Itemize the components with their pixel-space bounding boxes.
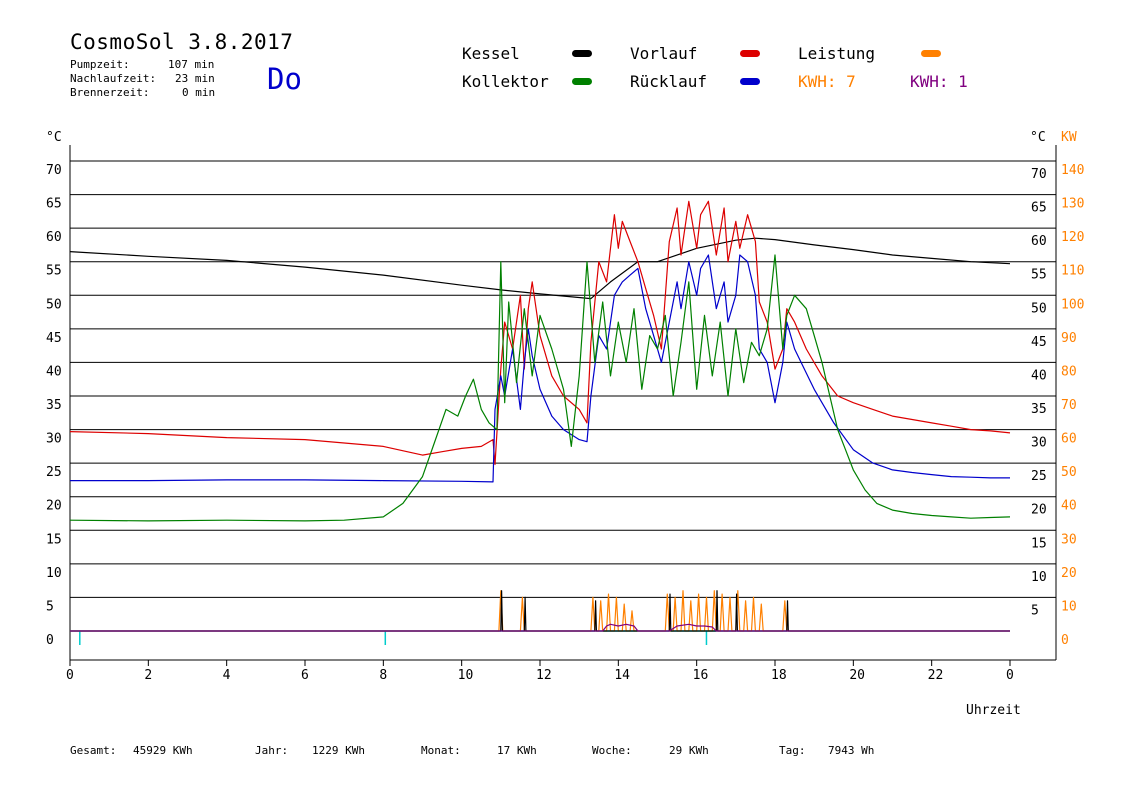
stat-label-nachlaufzeit: Nachlaufzeit: [70, 72, 157, 85]
footer-tag-value: 7943 Wh [828, 744, 875, 757]
x-tick-label: 18 [771, 668, 787, 683]
y-tick-label-right: 70 [1031, 167, 1047, 182]
footer-jahr-value: 1229 KWh [312, 744, 365, 757]
y-tick-label-power: 130 [1061, 197, 1084, 212]
y-tick-label-left: 15 [46, 532, 62, 547]
y-tick-label-right: 35 [1031, 402, 1047, 417]
legend-ruecklauf: Rücklauf [630, 72, 708, 91]
y-tick-label-power: 20 [1061, 566, 1077, 581]
y-tick-label-left: 45 [46, 331, 62, 346]
y-tick-label-power: 50 [1061, 465, 1077, 480]
series-line-purple [70, 623, 1010, 632]
stat-value-brennerzeit: 0 min [182, 86, 216, 99]
legend-kwh-orange: KWH: 7 [798, 72, 856, 91]
y-axis-left-unit: °C [46, 130, 62, 145]
chart-title: CosmoSol 3.8.2017 [70, 30, 294, 54]
y-axis-right-unit: °C [1030, 130, 1046, 145]
legend-kollektor-swatch [572, 78, 592, 85]
y-tick-label-left: 65 [46, 197, 62, 212]
y-tick-label-left: 50 [46, 297, 62, 312]
y-tick-label-right: 25 [1031, 469, 1047, 484]
stat-value-pumpzeit: 107 min [168, 58, 215, 71]
y-tick-label-power: 60 [1061, 432, 1077, 447]
y-tick-label-left: 35 [46, 398, 62, 413]
y-tick-label-power: 100 [1061, 297, 1084, 312]
weekday-label: Do [267, 62, 302, 96]
y-tick-label-power: 40 [1061, 499, 1077, 514]
x-tick-label: 8 [379, 668, 387, 683]
y-tick-label-right: 55 [1031, 268, 1047, 283]
legend-kwh-purple: KWH: 1 [910, 72, 968, 91]
stat-value-nachlaufzeit: 23 min [175, 72, 215, 85]
x-tick-label: 0 [66, 668, 74, 683]
y-tick-label-left: 0 [46, 633, 54, 648]
stat-label-brennerzeit: Brennerzeit: [70, 86, 150, 99]
y-tick-label-left: 40 [46, 364, 62, 379]
y-tick-label-right: 5 [1031, 603, 1039, 618]
legend-vorlauf: Vorlauf [630, 44, 698, 63]
series-line-leistung [70, 590, 1010, 632]
y-tick-label-right: 15 [1031, 536, 1047, 551]
x-tick-label: 6 [301, 668, 309, 683]
footer-monat-label: Monat: [421, 744, 461, 757]
stat-label-pumpzeit: Pumpzeit: [70, 58, 130, 71]
y-tick-label-left: 30 [46, 432, 62, 447]
footer-woche-label: Woche: [592, 744, 632, 757]
footer-woche-value: 29 KWh [669, 744, 709, 757]
y-tick-label-power: 90 [1061, 331, 1077, 346]
y-tick-label-left: 5 [46, 599, 54, 614]
x-tick-label: 12 [536, 668, 552, 683]
y-tick-label-power: 10 [1061, 599, 1077, 614]
y-tick-label-right: 60 [1031, 234, 1047, 249]
y-tick-label-right: 40 [1031, 368, 1047, 383]
footer-gesamt-value: 45929 KWh [133, 744, 193, 757]
x-tick-label: 20 [849, 668, 865, 683]
y-tick-label-left: 20 [46, 499, 62, 514]
series-line-vorlauf [69, 200, 1011, 466]
y-tick-label-right: 50 [1031, 301, 1047, 316]
y-tick-label-power: 140 [1061, 163, 1084, 178]
x-tick-label: 16 [693, 668, 709, 683]
x-tick-label: 0 [1006, 668, 1014, 683]
y-tick-label-right: 10 [1031, 570, 1047, 585]
y-tick-label-right: 30 [1031, 436, 1047, 451]
footer-monat-value: 17 KWh [497, 744, 537, 757]
x-axis-label: Uhrzeit [966, 703, 1021, 718]
y-axis-power-unit: KW [1061, 130, 1077, 145]
y-tick-label-right: 65 [1031, 201, 1047, 216]
x-tick-label: 4 [223, 668, 231, 683]
legend-kessel-swatch [572, 50, 592, 57]
footer-gesamt-label: Gesamt: [70, 744, 117, 757]
x-tick-label: 14 [614, 668, 630, 683]
legend-kollektor: Kollektor [462, 72, 549, 91]
x-tick-label: 10 [458, 668, 474, 683]
legend-leistung-swatch [921, 50, 941, 57]
y-tick-label-power: 70 [1061, 398, 1077, 413]
y-tick-label-left: 60 [46, 230, 62, 245]
footer-tag-label: Tag: [779, 744, 806, 757]
legend-ruecklauf-swatch [740, 78, 760, 85]
y-tick-label-power: 0 [1061, 633, 1069, 648]
y-tick-label-right: 45 [1031, 335, 1047, 350]
series-line-r-cklauf [70, 254, 1010, 483]
y-tick-label-power: 30 [1061, 532, 1077, 547]
footer-jahr-label: Jahr: [255, 744, 289, 757]
legend-kessel: Kessel [462, 44, 520, 63]
series-line-kessel [69, 237, 1011, 300]
legend-leistung: Leistung [798, 44, 876, 63]
y-tick-label-left: 70 [46, 163, 62, 178]
x-tick-label: 22 [928, 668, 944, 683]
y-tick-label-power: 80 [1061, 364, 1077, 379]
series-line-kessel-leistung [70, 590, 1010, 632]
y-tick-label-power: 120 [1061, 230, 1084, 245]
legend-vorlauf-swatch [740, 50, 760, 57]
x-tick-label: 2 [144, 668, 152, 683]
y-tick-label-left: 25 [46, 465, 62, 480]
y-tick-label-left: 55 [46, 264, 62, 279]
y-tick-label-right: 20 [1031, 503, 1047, 518]
y-tick-label-power: 110 [1061, 264, 1084, 279]
y-tick-label-left: 10 [46, 566, 62, 581]
series-line-kollektor [69, 254, 1011, 522]
